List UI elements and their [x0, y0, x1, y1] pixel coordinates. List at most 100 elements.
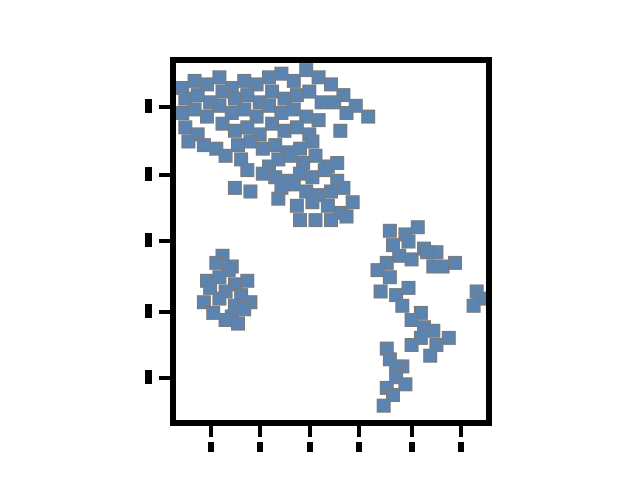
scatter-point — [290, 199, 303, 212]
scatter-point — [287, 103, 300, 116]
scatter-point — [303, 85, 316, 98]
x-tick-label — [257, 442, 263, 452]
scatter-point — [263, 71, 276, 84]
scatter-point — [188, 74, 201, 87]
y-tick-label — [145, 99, 152, 113]
scatter-point — [449, 256, 462, 269]
scatter-point — [306, 135, 319, 148]
scatter-point — [374, 285, 387, 298]
scatter-point — [179, 121, 192, 134]
scatter-point — [340, 210, 353, 223]
scatter-point — [405, 253, 418, 266]
scatter-point — [241, 164, 254, 177]
scatter-point — [325, 185, 338, 198]
scatter-point — [269, 139, 282, 152]
scatter-point — [216, 117, 229, 130]
scatter-point — [306, 171, 319, 184]
scatter-point — [399, 378, 412, 391]
scatter-point — [315, 96, 328, 109]
scatter-point — [228, 124, 241, 137]
scatter-point — [300, 64, 313, 77]
y-tick-label — [145, 304, 152, 318]
scatter-point — [210, 256, 223, 269]
scatter-point — [337, 181, 350, 194]
scatter-point — [266, 117, 279, 130]
scatter-point — [328, 96, 341, 109]
scatter-point — [256, 142, 269, 155]
y-tick-label — [145, 370, 152, 384]
x-tick-label — [409, 442, 415, 452]
scatter-point — [331, 157, 344, 170]
scatter-point — [272, 153, 285, 166]
scatter-point — [284, 149, 297, 162]
scatter-point — [325, 214, 338, 227]
scatter-point — [275, 67, 288, 80]
scatter-point — [244, 185, 257, 198]
scatter-point — [213, 99, 226, 112]
scatter-point — [290, 89, 303, 102]
scatter-point — [371, 264, 384, 277]
scatter-point — [219, 314, 232, 327]
scatter-point — [238, 303, 251, 316]
scatter-point — [411, 221, 424, 234]
scatter-point — [213, 71, 226, 84]
x-tick-label — [307, 442, 313, 452]
scatter-point — [213, 292, 226, 305]
x-tick-label — [458, 442, 464, 452]
scatter-point — [427, 260, 440, 273]
y-tick-label — [145, 233, 152, 247]
scatter-point — [207, 306, 220, 319]
scatter-point — [241, 89, 254, 102]
scatter-point — [405, 314, 418, 327]
scatter-point — [197, 139, 210, 152]
scatter-point — [396, 299, 409, 312]
scatter-point — [442, 331, 455, 344]
scatter-point — [287, 178, 300, 191]
scatter-point — [216, 85, 229, 98]
scatter-point — [272, 192, 285, 205]
scatter-point — [424, 349, 437, 362]
scatter-point — [402, 235, 415, 248]
scatter-point — [334, 124, 347, 137]
scatter-point — [263, 99, 276, 112]
scatter-point — [383, 271, 396, 284]
scatter-point — [238, 103, 251, 116]
scatter-point — [318, 164, 331, 177]
scatter-point — [188, 103, 201, 116]
plot-area — [173, 60, 489, 423]
scatter-point — [312, 114, 325, 127]
scatter-point — [191, 89, 204, 102]
scatter-point — [377, 399, 390, 412]
scatter-point — [201, 110, 214, 123]
y-tick-label — [145, 167, 152, 181]
scatter-point — [321, 199, 334, 212]
scatter-point — [241, 121, 254, 134]
scatter-point — [294, 214, 307, 227]
scatter-point — [467, 299, 480, 312]
scatter-point — [244, 135, 257, 148]
scatter-point — [256, 167, 269, 180]
scatter-point — [340, 107, 353, 120]
scatter-point — [383, 224, 396, 237]
scatter-point — [232, 317, 245, 330]
scatter-point — [232, 139, 245, 152]
scatter-point — [312, 71, 325, 84]
scatter-point — [306, 196, 319, 209]
scatter-point — [346, 196, 359, 209]
scatter-point — [362, 110, 375, 123]
scatter-point — [182, 135, 195, 148]
scatter-point — [309, 214, 322, 227]
scatter-point — [309, 149, 322, 162]
scatter-point — [238, 74, 251, 87]
scatter-point — [325, 78, 338, 91]
scatter-point — [290, 121, 303, 134]
scatter-point — [228, 181, 241, 194]
scatter-point — [266, 85, 279, 98]
scatter-point — [287, 74, 300, 87]
scatter-point — [393, 249, 406, 262]
x-tick-label — [356, 442, 362, 452]
scatter-point — [278, 124, 291, 137]
scatter-point — [402, 281, 415, 294]
x-tick-label — [208, 442, 214, 452]
